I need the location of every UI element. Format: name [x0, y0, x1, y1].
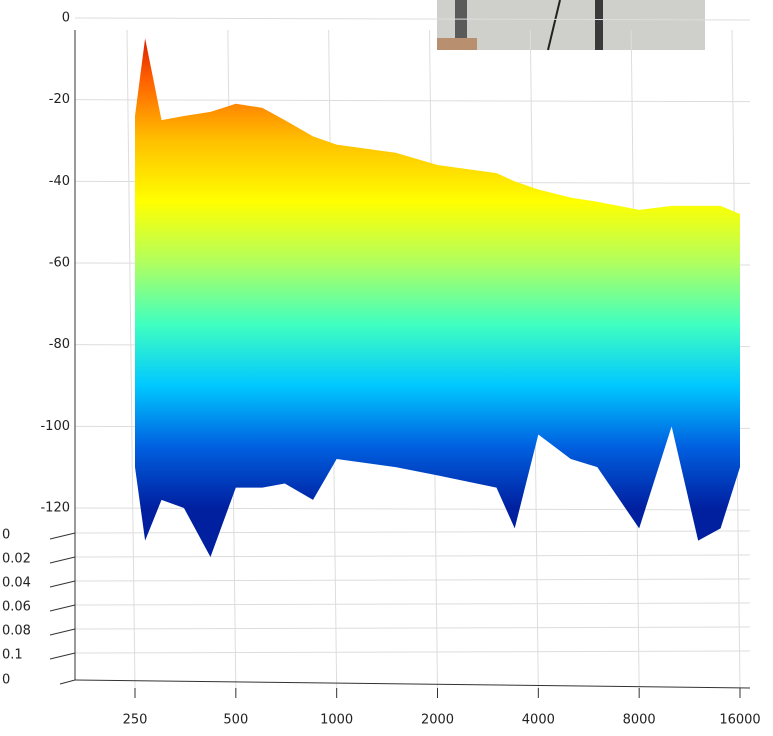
- corner-label: 0: [2, 673, 10, 688]
- y-tick-label: 0.04: [2, 576, 31, 591]
- z-tick-label: -100: [40, 419, 70, 434]
- x-tick-label: 500: [223, 713, 248, 728]
- z-tick-label: -40: [49, 174, 70, 189]
- axis-line: [74, 679, 751, 689]
- x-tick-label: 1000: [320, 713, 353, 728]
- grid-line: [74, 650, 751, 654]
- tick-mark: [49, 532, 76, 540]
- y-tick-label: 0.08: [2, 624, 31, 639]
- x-tick-label: 250: [123, 713, 148, 728]
- z-tick-label: -60: [49, 256, 70, 271]
- tick-mark: [49, 556, 76, 564]
- y-tick-label: 0.06: [2, 600, 31, 615]
- x-tick-label: 8000: [623, 713, 656, 728]
- x-tick-label: 16000: [719, 713, 760, 728]
- photo-inset: [437, 0, 705, 51]
- grid-line: [74, 554, 751, 558]
- z-tick-label: 0: [62, 11, 70, 26]
- grid-line: [74, 602, 751, 606]
- tick-mark: [49, 580, 76, 588]
- grid-line: [74, 530, 751, 534]
- grid-line: [74, 17, 751, 21]
- x-tick-label: 2000: [421, 713, 454, 728]
- axis-line: [59, 679, 76, 685]
- y-tick-label: 0.02: [2, 552, 31, 567]
- z-tick-label: -120: [40, 501, 70, 516]
- z-tick-label: -80: [49, 337, 70, 352]
- grid-line: [74, 626, 751, 630]
- surface: [135, 38, 740, 557]
- z-tick-label: -20: [49, 92, 70, 107]
- y-tick-label: 0: [2, 528, 10, 543]
- grid-line: [74, 99, 751, 103]
- tick-mark: [49, 604, 76, 612]
- grid-line: [74, 507, 751, 511]
- x-tick-label: 4000: [522, 713, 555, 728]
- grid-line: [126, 29, 136, 691]
- tick-mark: [49, 628, 76, 636]
- grid-line: [74, 578, 751, 582]
- y-tick-label: 0.1: [2, 648, 23, 663]
- tick-mark: [49, 652, 76, 660]
